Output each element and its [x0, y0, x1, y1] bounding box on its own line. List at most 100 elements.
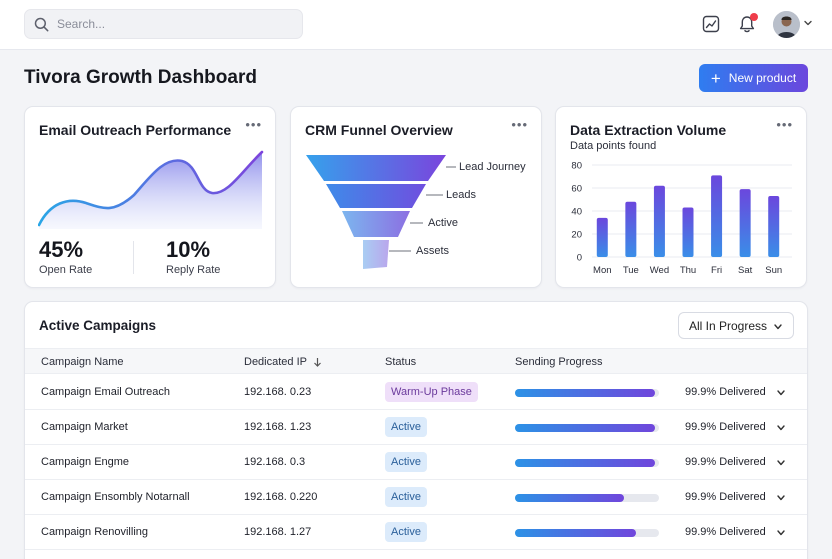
user-avatar-icon: [773, 11, 800, 38]
avatar[interactable]: [773, 11, 800, 38]
analytics-button[interactable]: [700, 13, 722, 35]
search-input[interactable]: [57, 17, 277, 31]
email-outreach-card: Email Outreach Performance ••• 45% Open …: [24, 106, 276, 288]
dedicated-ip: 192.168. 0.220: [244, 491, 318, 503]
x-tick-label: Wed: [650, 265, 669, 276]
chart-card-title: Data Extraction Volume: [570, 122, 727, 138]
sending-progress-bar: [515, 424, 659, 432]
funnel-stage-1: [306, 155, 446, 181]
more-options-icon[interactable]: •••: [511, 117, 528, 132]
sending-progress-fill: [515, 424, 655, 432]
open-rate-label: Open Rate: [39, 264, 93, 276]
metric-divider: [133, 241, 134, 274]
reply-rate-value: 10%: [166, 237, 211, 262]
funnel-label-2: Leads: [446, 189, 476, 201]
x-tick-label: Thu: [680, 265, 696, 276]
funnel-card-title: CRM Funnel Overview: [305, 122, 453, 138]
status-badge: Active: [385, 452, 427, 472]
x-tick-label: Tue: [623, 265, 639, 276]
notification-dot: [750, 13, 758, 21]
dedicated-ip: 192.168. 0.23: [244, 386, 312, 398]
trend-line: [38, 150, 264, 227]
search-box[interactable]: [24, 9, 303, 39]
data-extraction-bar-chart: 0 20 40 60 80 Mon Tue Wed Thu Fri Sat Sun: [571, 161, 792, 276]
x-tick-label: Fri: [711, 265, 722, 276]
table-row[interactable]: Campaign Engme 192.168. 0.3 Active 99.9% De…: [25, 445, 807, 480]
delivered-rate: 99.9% Delivered: [685, 386, 766, 398]
bar-fri[interactable]: [711, 175, 723, 257]
y-tick-label: 0: [577, 253, 582, 264]
status-badge: Active: [385, 417, 427, 437]
new-product-label: New product: [728, 71, 797, 85]
bar-wed[interactable]: [653, 185, 665, 257]
notifications-button[interactable]: [736, 13, 758, 35]
chevron-down-icon[interactable]: [776, 388, 786, 398]
sending-progress-fill: [515, 494, 625, 502]
delivered-rate: 99.9% Delivered: [685, 456, 766, 468]
chevron-down-icon[interactable]: [776, 528, 786, 538]
sending-progress-fill: [515, 529, 636, 537]
status-badge: Active: [385, 487, 427, 507]
email-card-title: Email Outreach Performance: [39, 122, 232, 138]
y-tick-label: 20: [571, 230, 582, 241]
sending-progress-fill: [515, 459, 655, 467]
x-tick-label: Mon: [593, 265, 611, 276]
sending-progress-bar: [515, 494, 659, 502]
y-tick-label: 40: [571, 207, 582, 218]
bar-thu[interactable]: [682, 207, 694, 257]
funnel-label-1: Lead Journey: [459, 161, 526, 173]
status-badge: Active: [385, 522, 427, 542]
bar-tue[interactable]: [625, 201, 637, 257]
column-status[interactable]: Status: [385, 356, 417, 368]
more-options-icon[interactable]: •••: [245, 117, 262, 132]
y-tick-label: 60: [571, 184, 582, 195]
more-options-icon[interactable]: •••: [776, 117, 793, 132]
filter-label: All In Progress: [689, 318, 768, 333]
page-title: Tivora Growth Dashboard: [24, 67, 257, 88]
table-row[interactable]: Campaign Ensombly Notarnall 192.168. 0.22…: [25, 480, 807, 515]
campaigns-title: Active Campaigns: [39, 318, 157, 333]
email-trend-chart: [38, 150, 264, 229]
bar-sun[interactable]: [768, 196, 780, 257]
bar-sat[interactable]: [739, 189, 751, 257]
sending-progress-bar: [515, 389, 659, 397]
bar-mon[interactable]: [596, 217, 608, 257]
funnel-graphic: [306, 155, 456, 269]
column-campaign-name[interactable]: Campaign Name: [41, 356, 124, 368]
delivered-rate: 99.9% Delivered: [685, 421, 766, 433]
new-product-button[interactable]: + New product: [699, 64, 808, 92]
active-campaigns-card: Active Campaigns All In Progress Campaig…: [24, 301, 808, 559]
funnel-label-4: Assets: [416, 245, 450, 257]
open-rate-value: 45%: [39, 237, 84, 262]
delivered-rate: 99.9% Delivered: [685, 526, 766, 538]
sort-arrow-down-icon: [314, 358, 321, 367]
chevron-down-icon[interactable]: [776, 423, 786, 433]
search-icon: [34, 17, 49, 31]
dedicated-ip: 192.168. 0.3: [244, 456, 306, 468]
campaign-name: Campaign Market: [41, 421, 128, 433]
crm-funnel-card: CRM Funnel Overview ••• Lead Journey Lea…: [290, 106, 542, 288]
table-row[interactable]: Campaign Email Outreach 192.168. 0.23 Warm…: [25, 375, 807, 410]
funnel-label-3: Active: [428, 217, 458, 229]
y-tick-label: 80: [571, 161, 582, 172]
campaign-name: Campaign Engme: [41, 456, 130, 468]
campaign-name: Campaign Ensombly Notarnall: [41, 491, 190, 503]
trend-area: [39, 152, 262, 229]
sending-progress-bar: [515, 529, 659, 537]
table-row[interactable]: Campaign Market 192.168. 1.23 Active 99.9% …: [25, 410, 807, 445]
chart-icon: [702, 15, 720, 33]
chevron-down-icon[interactable]: [776, 458, 786, 468]
sending-progress-fill: [515, 389, 655, 397]
column-sending-progress[interactable]: Sending Progress: [515, 356, 603, 368]
x-tick-label: Sun: [765, 265, 782, 276]
status-filter-dropdown[interactable]: All In Progress: [678, 312, 794, 339]
plus-icon: +: [710, 68, 721, 88]
chevron-down-icon[interactable]: [776, 493, 786, 503]
sending-progress-bar: [515, 459, 659, 467]
column-dedicated-ip[interactable]: Dedicated IP: [244, 356, 322, 368]
top-bar: [0, 0, 832, 50]
delivered-rate: 99.9% Delivered: [685, 491, 766, 503]
chevron-down-icon[interactable]: [803, 18, 813, 28]
funnel-stage-3: [342, 211, 410, 237]
table-row[interactable]: Campaign Renovilling 192.168. 1.27 Active 9…: [25, 515, 807, 550]
